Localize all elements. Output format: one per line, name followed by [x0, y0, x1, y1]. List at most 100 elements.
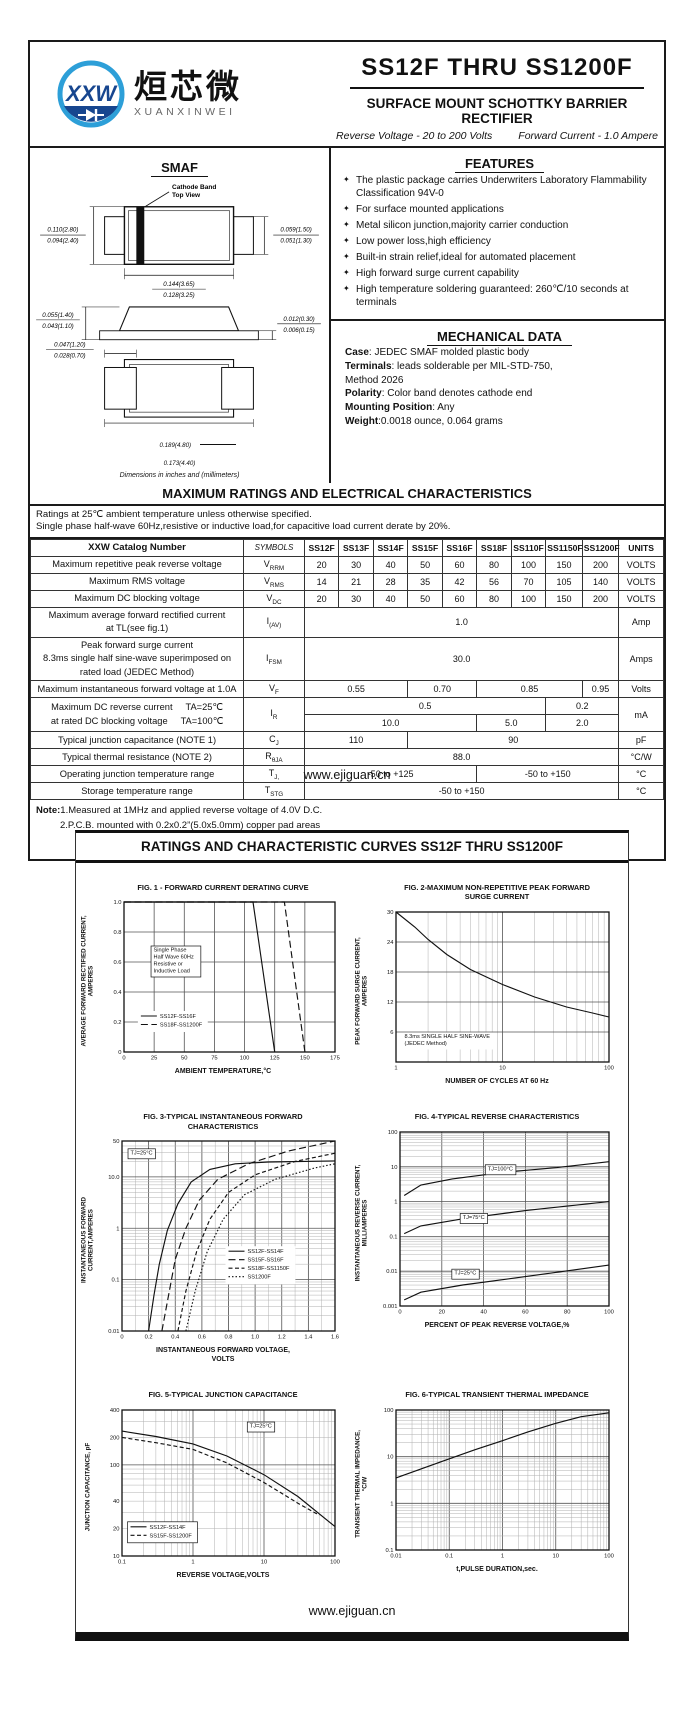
value-cell: 40	[372, 589, 409, 608]
y-tick-label: 0.8	[113, 930, 121, 936]
annotation-text: TJ=100°C	[488, 1166, 513, 1172]
fig6-typical-transient-thermal-impedance: FIG. 6-TYPICAL TRANSIENT THERMAL IMPEDAN…	[354, 1390, 624, 1580]
series-surge	[395, 911, 610, 1018]
fig3-ylabel: INSTANTANEOUS FORWARD CURRENT,AMPERES	[80, 1196, 95, 1283]
parameter-name-cell: Maximum repetitive peak reverse voltage	[29, 555, 245, 574]
x-tick-label: 0.2	[145, 1334, 153, 1340]
bullet-icon: ✦	[343, 220, 350, 229]
dimensions-caption: Dimensions in inches and (millimeters)	[119, 472, 240, 479]
y-tick-label: 18	[387, 970, 393, 976]
series-TJ=75°C	[403, 1200, 610, 1234]
feature-item: ✦ The plastic package carries Underwriter…	[343, 175, 647, 199]
mechanical-data-line: Terminals: leads solderable per MIL-STD-…	[345, 360, 553, 372]
x-tick-label: 1.0	[251, 1334, 259, 1340]
symbol-cell: VRMS	[243, 572, 305, 591]
parameter-name-cell: Maximum average forward rectified curren…	[29, 606, 245, 638]
y-tick-label: 200	[110, 1435, 120, 1441]
value-cell: 35	[407, 572, 443, 591]
fig1-title: FIG. 1 - FORWARD CURRENT DERATING CURVE	[137, 883, 309, 892]
y-tick-label: 0.1	[111, 1277, 119, 1283]
symbol-cell: IFSM	[243, 636, 305, 682]
fig3-instantaneous-forward-characteristics: FIG. 3-TYPICAL INSTANTANEOUS FORWARD CHAR…	[80, 1112, 350, 1364]
value-cell: 60	[441, 589, 478, 608]
y-tick-label: 1.0	[113, 900, 121, 906]
value-cell: 30	[338, 555, 374, 574]
value-cell: 150	[545, 589, 583, 608]
fig1-plot: 0 25 50 75 100 125 150 175 0 0.2 0.4 0.6 0.8 1.0 Singl…	[113, 900, 339, 1062]
condition-line-2: Single phase half-wave 60Hz,resistive or…	[36, 521, 451, 533]
parameter-name-cell: Maximum RMS voltage	[29, 572, 245, 591]
annotation-text: Resistive or	[154, 962, 183, 968]
part-column-header: SS12F	[303, 538, 340, 557]
symbol-cell: CJ	[243, 731, 305, 750]
xxw-logo-icon: XXW	[57, 60, 125, 128]
header: XXW 烜芯微 XUANXINWEI SS12F THRU SS1200F SU…	[30, 42, 664, 148]
brand-english-name: XUANXINWEI	[134, 106, 236, 118]
package-and-features-section: SMAF Cathode Band Top View	[30, 148, 664, 483]
bullet-icon: ✦	[343, 204, 350, 213]
dim-pad-length-a: 0.047(1.20)	[54, 342, 85, 349]
y-tick-label: 0	[118, 1050, 121, 1056]
value-cell: 100	[510, 589, 547, 608]
notes-section: Note:1.Measured at 1MHz and applied reve…	[30, 800, 664, 859]
ratings-heading: MAXIMUM RATINGS AND ELECTRICAL CHARACTER…	[30, 483, 664, 506]
logo-letters: XXW	[64, 81, 118, 106]
value-cell: 0.2	[545, 697, 620, 716]
features-list: ✦ The plastic package carries Underwriter…	[343, 174, 656, 309]
y-tick-label: 1	[390, 1501, 393, 1507]
annotation-text: 8.3ms SINGLE HALF SINE-WAVE	[405, 1034, 491, 1040]
legend-entry-label: SS15F-SS1200F	[150, 1533, 193, 1539]
page1-footer-url[interactable]: www.ejiguan.cn	[303, 768, 391, 782]
annotation-box	[127, 1148, 156, 1159]
annotation-text: TJ=25°C	[454, 1270, 476, 1276]
value-cell: 80	[476, 555, 512, 574]
y-tick-label: 20	[113, 1526, 119, 1532]
x-tick-label: 125	[270, 1056, 280, 1062]
legend-box	[225, 1245, 296, 1284]
value-cell: 0.55	[303, 680, 409, 699]
fig2-peak-forward-surge-current: FIG. 2-MAXIMUM NON-REPETITIVE PEAK FORWA…	[354, 883, 624, 1086]
part-column-header: SS15F	[407, 538, 443, 557]
fig1-ylabel: AVERAGE FORWARD RECTIFIED CURRENT, AMPERE…	[80, 915, 95, 1047]
fig5-ylabel: JUNCTION CAPACITANCE, pF	[84, 1442, 92, 1531]
page2-footer-url[interactable]: www.ejiguan.cn	[308, 1604, 396, 1619]
tagline-reverse-voltage: Reverse Voltage - 20 to 200 Volts	[336, 130, 493, 142]
value-cell: 2.0	[545, 714, 620, 733]
parameter-name-cell: Typical thermal resistance (NOTE 2)	[29, 748, 245, 767]
bullet-icon: ✦	[343, 252, 350, 261]
value-cell: 90	[407, 731, 620, 750]
symbol-cell: IR	[243, 697, 305, 733]
cathode-band	[136, 206, 145, 265]
value-cell: 140	[581, 572, 620, 591]
value-cell: 1.0	[303, 606, 620, 638]
fig1-xlabel: AMBIENT TEMPERATURE,°C	[174, 1068, 272, 1076]
x-tick-label: 25	[151, 1056, 157, 1062]
brand-text: 烜芯微 XUANXINWEI	[134, 70, 242, 118]
symbol-cell: I(AV)	[243, 606, 305, 638]
part-column-header: SS1200F	[581, 538, 620, 557]
annotation-box	[484, 1163, 517, 1175]
annotation-text: Inductive Load	[154, 969, 190, 975]
y-tick-label: 0.1	[385, 1548, 393, 1554]
mechanical-data-line: Mounting Position: Any	[345, 402, 455, 414]
cathode-band-label-line2: Top View	[172, 192, 201, 199]
annotation-box	[402, 1032, 494, 1049]
ratings-table: XXW Catalog Number SYMBOLS SS12F SS13F SS14F…	[29, 538, 664, 801]
tagline: Reverse Voltage - 20 to 200 Volts Forwar…	[330, 130, 664, 142]
unit-cell: VOLTS	[618, 572, 664, 591]
y-tick-label: 0.01	[108, 1329, 119, 1335]
unit-cell: Amps	[618, 636, 664, 682]
fig5-plot: 0.1 1 10 100 10 20 40 100 200 400 TJ=25°C SS12F-SS1…	[110, 1408, 340, 1566]
package-name-heading: SMAF	[30, 160, 329, 177]
brand-block: XXW 烜芯微 XUANXINWEI	[30, 42, 330, 146]
x-tick-label: 0.1	[445, 1553, 453, 1559]
value-cell: 21	[338, 572, 374, 591]
curves-heading: RATINGS AND CHARACTERISTIC CURVES SS12F …	[76, 833, 628, 863]
mechanical-data-heading: MECHANICAL DATA	[345, 329, 654, 346]
value-cell: 30.0	[303, 636, 620, 682]
dim-terminal-width-a: 0.059(1.50)	[280, 227, 311, 234]
part-column-header: SS18F	[476, 538, 512, 557]
dim-body-width-in: 0.110(2.80)	[47, 227, 78, 234]
x-tick-label: 1.4	[304, 1334, 313, 1340]
